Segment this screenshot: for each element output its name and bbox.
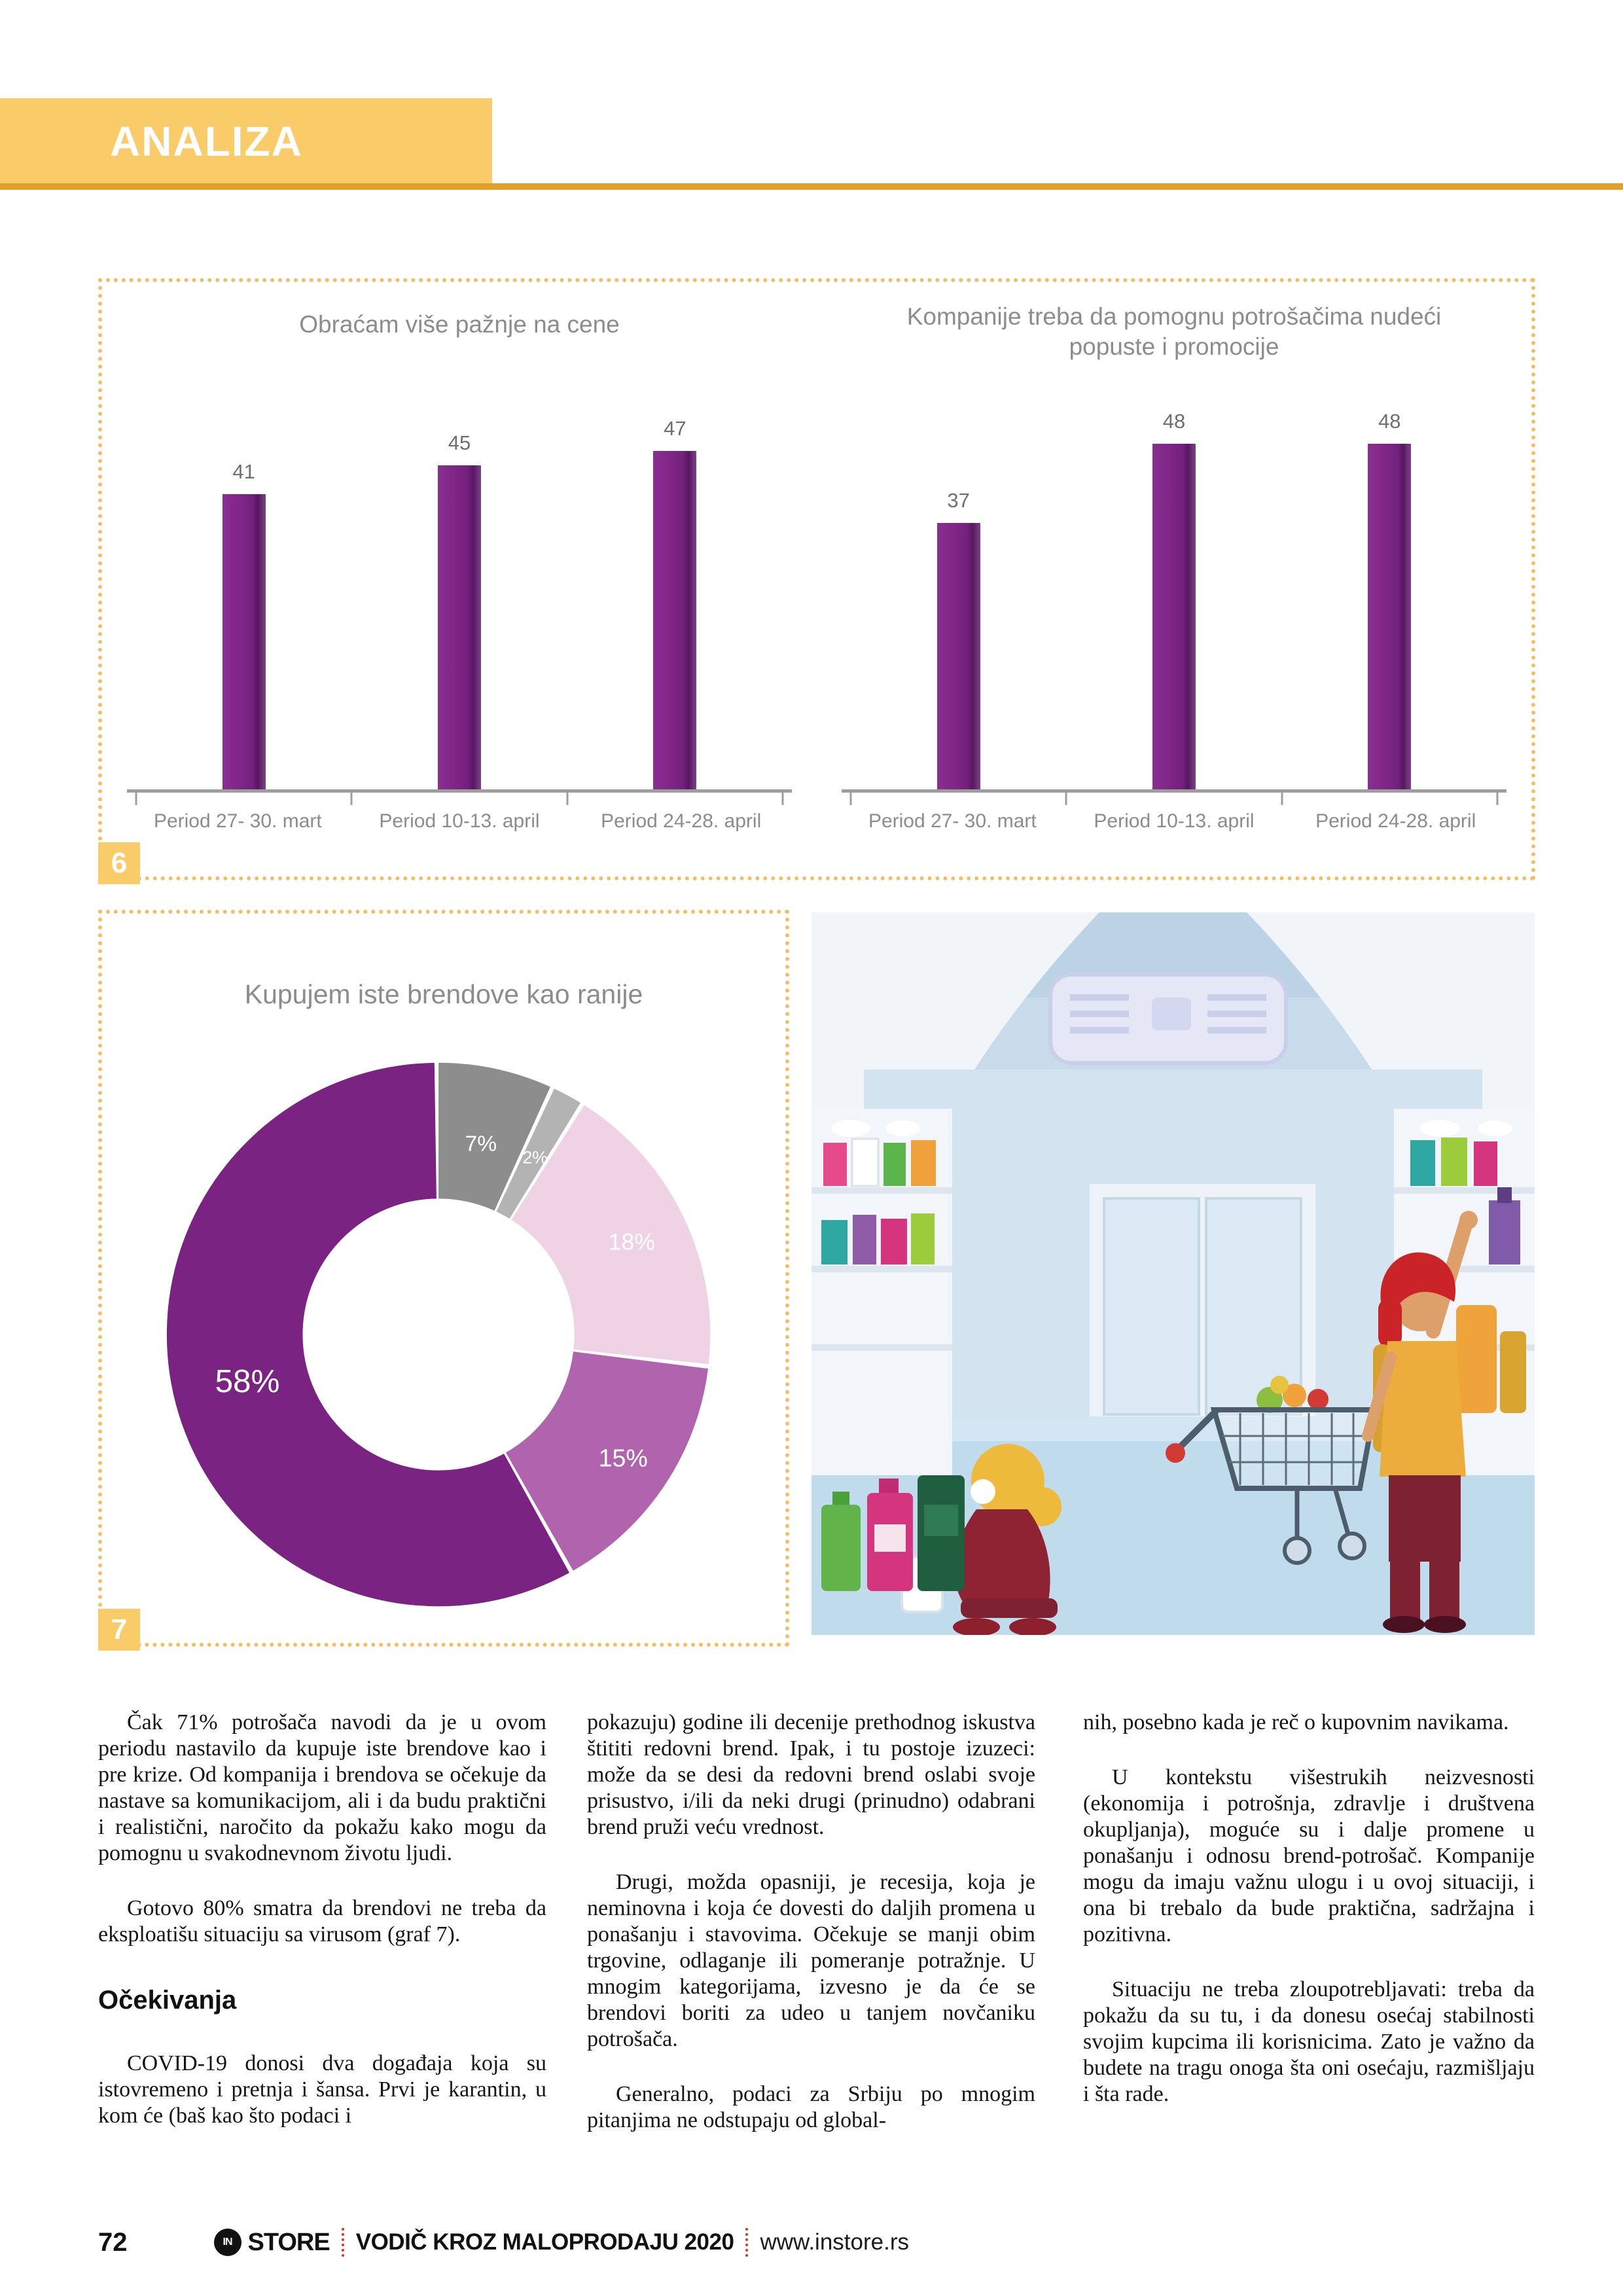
- donut-segment: [166, 1062, 711, 1607]
- article-paragraph: nih, posebno kada je reč o kupovnim navi…: [1083, 1710, 1509, 1734]
- article-paragraph: U kontekstu višestrukih neizvesnosti (ek…: [1083, 1765, 1535, 1946]
- x-axis: [127, 789, 792, 793]
- shopping-cart: [1166, 1376, 1378, 1565]
- article-paragraph: Situaciju ne treba zloupotrebljavati: tr…: [1083, 1977, 1535, 2106]
- bar: [653, 451, 697, 789]
- article-paragraph: pokazuju) godine ili decenije prethodnog…: [587, 1710, 1035, 1839]
- x-axis-label: Period 24-28. april: [1315, 810, 1476, 832]
- product-bottles: [821, 1475, 965, 1591]
- x-axis-labels: Period 27- 30. mart Period 10-13. april Pe…: [127, 810, 792, 833]
- bar: [1152, 444, 1196, 789]
- axis-tick: [135, 793, 137, 805]
- x-axis-label: Period 27- 30. mart: [868, 810, 1037, 832]
- footer-divider-icon: [341, 2228, 344, 2257]
- bar-group: 47: [567, 370, 783, 789]
- bar-group: 45: [351, 370, 567, 789]
- header-rule: [0, 183, 1623, 190]
- bar-value-label: 45: [448, 431, 471, 454]
- section-title: ANALIZA: [110, 118, 303, 165]
- article-column-2: pokazuju) godine ili decenije prethodnog…: [587, 1710, 1035, 2162]
- shelf-left: [812, 1109, 952, 1475]
- donut-segment: [166, 1062, 711, 1607]
- donut-segment-label: 7%: [465, 1132, 497, 1156]
- bar-group: 48: [1282, 370, 1497, 789]
- donut-segment-label: 58%: [215, 1363, 280, 1399]
- article-heading: Očekivanja: [98, 1986, 237, 2015]
- figure-7-donut-chart: Kupujem iste brendove kao ranije 7% 2% 18%…: [98, 910, 789, 1651]
- axis-tick: [781, 793, 784, 805]
- instore-logo-icon: IN: [213, 2229, 241, 2256]
- x-axis-labels: Period 27- 30. mart Period 10-13. april Pe…: [842, 810, 1507, 833]
- bar: [222, 494, 266, 789]
- page-footer: 72 IN STORE VODIČ KROZ MALOPRODAJU 2020 …: [98, 2224, 909, 2261]
- donut-chart: 7% 2% 18% 15% 58%: [166, 1062, 711, 1607]
- article-paragraph: Generalno, podaci za Srbiju po mnogim pi…: [587, 2082, 1035, 2132]
- article-column-3: nih, posebno kada je reč o kupovnim navi…: [1083, 1710, 1535, 2136]
- shopper-right: [1362, 1211, 1478, 1633]
- axis-tick: [1065, 793, 1067, 805]
- donut-segment-label: 15%: [599, 1444, 648, 1472]
- axis-tick: [1496, 793, 1499, 805]
- article-paragraph: Gotovo 80% smatra da brendovi ne treba d…: [98, 1896, 546, 1946]
- section-header-band: ANALIZA: [0, 98, 492, 183]
- page-number: 72: [98, 2227, 128, 2257]
- axis-tick: [566, 793, 569, 805]
- donut-segment-label: 18%: [609, 1229, 655, 1255]
- x-axis-label: Period 10-13. april: [379, 810, 540, 832]
- bar: [936, 523, 980, 789]
- store-illustration: [812, 912, 1535, 1635]
- bar-plot: 41 45 47 Period 27- 30. mart Period 10-13. …: [127, 370, 792, 832]
- figure-number-badge: 6: [98, 842, 140, 884]
- donut-segment-label: 2%: [522, 1147, 548, 1167]
- bar-value-label: 37: [947, 489, 970, 512]
- bar-value-label: 41: [232, 460, 255, 483]
- x-axis-label: Period 24-28. april: [601, 810, 762, 832]
- article-paragraph: Čak 71% potrošača navodi da je u ovom pe…: [98, 1710, 546, 1865]
- footer-divider-icon: [745, 2228, 749, 2257]
- ac-unit: [1048, 973, 1288, 1065]
- bar-chart-prices: Obraćam više pažnje na cene 41 45 47 Perio…: [102, 282, 817, 876]
- bar: [1368, 444, 1412, 789]
- x-axis: [842, 789, 1507, 793]
- axis-tick: [350, 793, 353, 805]
- bar-plot: 37 48 48 Period 27- 30. mart Period 10-13. …: [842, 370, 1507, 832]
- chart-title: Obraćam više pažnje na cene: [299, 311, 620, 338]
- article-column-1: Čak 71% potrošača navodi da je u ovom pe…: [98, 1710, 546, 2158]
- instore-logo: IN STORE: [213, 2228, 330, 2257]
- donut-segment: [166, 1062, 711, 1607]
- bar-value-label: 47: [664, 417, 687, 440]
- bar-chart-discounts: Kompanije treba da pomognu potrošačima n…: [817, 282, 1531, 876]
- bar-value-label: 48: [1162, 410, 1186, 433]
- axis-tick: [849, 793, 852, 805]
- chart-title: Kompanije treba da pomognu potrošačima n…: [906, 303, 1442, 360]
- figure-number-badge: 7: [98, 1609, 140, 1651]
- x-axis-label: Period 27- 30. mart: [153, 810, 322, 832]
- bar-group: 37: [851, 370, 1066, 789]
- article-paragraph: COVID-19 donosi dva događaja koja su ist…: [98, 2051, 546, 2128]
- footer-website: www.instore.rs: [760, 2229, 909, 2255]
- chart-title: Kupujem iste brendove kao ranije: [244, 979, 643, 1009]
- bar-value-label: 48: [1378, 410, 1401, 433]
- axis-tick: [1281, 793, 1283, 805]
- instore-logo-word: STORE: [247, 2228, 330, 2256]
- article-paragraph: Drugi, možda opasniji, je recesija, koja…: [587, 1870, 1035, 2051]
- bar-group: 41: [136, 370, 351, 789]
- footer-guide-title: VODIČ KROZ MALOPRODAJU 2020: [355, 2229, 734, 2255]
- x-axis-label: Period 10-13. april: [1094, 810, 1255, 832]
- bar: [437, 465, 481, 789]
- bar-group: 48: [1066, 370, 1281, 789]
- figure-6-bar-charts: Obraćam više pažnje na cene 41 45 47 Perio…: [98, 278, 1535, 884]
